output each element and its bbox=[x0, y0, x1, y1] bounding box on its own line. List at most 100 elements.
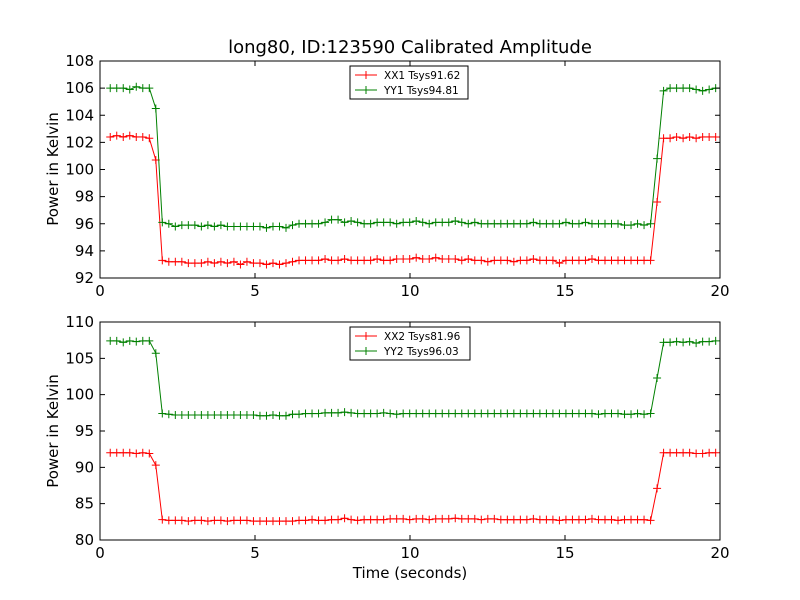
bottom-y-tick-label: 100 bbox=[65, 386, 94, 404]
bottom-data-point bbox=[418, 514, 427, 523]
bottom-y-tick-label: 80 bbox=[75, 531, 94, 549]
top-data-point bbox=[366, 219, 375, 228]
top-data-point bbox=[692, 134, 701, 143]
bottom-data-point bbox=[548, 515, 557, 524]
bottom-data-point bbox=[581, 515, 590, 524]
bottom-chart-plot-area: 0 5 10 15 20 80 85 90 95 100 105 110 XX2 Tsys81.96 YY… bbox=[65, 313, 729, 562]
top-data-point bbox=[314, 219, 323, 228]
top-y-tick-label: 94 bbox=[75, 242, 94, 260]
top-data-point bbox=[431, 253, 440, 262]
bottom-data-point bbox=[340, 408, 349, 417]
top-data-point bbox=[659, 86, 668, 95]
top-data-point bbox=[125, 85, 134, 94]
top-data-point bbox=[340, 255, 349, 264]
top-data-point bbox=[587, 255, 596, 264]
top-data-point bbox=[210, 222, 219, 231]
top-data-point bbox=[282, 259, 290, 268]
bottom-data-point bbox=[119, 338, 128, 347]
top-data-point bbox=[685, 132, 694, 141]
top-data-point bbox=[288, 221, 297, 230]
top-data-point bbox=[464, 219, 473, 228]
top-data-point bbox=[158, 218, 167, 227]
bottom-data-point bbox=[594, 410, 603, 419]
top-data-point bbox=[190, 221, 199, 230]
top-data-point bbox=[197, 259, 206, 268]
bottom-data-point bbox=[607, 515, 616, 524]
top-data-point bbox=[353, 218, 362, 227]
bottom-x-tick-label: 0 bbox=[95, 544, 105, 562]
bottom-y-tick-label: 85 bbox=[75, 495, 94, 513]
top-data-point bbox=[334, 256, 343, 265]
top-data-point bbox=[321, 218, 330, 227]
top-data-point bbox=[555, 219, 564, 228]
bottom-data-point bbox=[477, 515, 486, 524]
top-data-point bbox=[418, 218, 427, 227]
top-data-point bbox=[451, 255, 460, 264]
top-data-point bbox=[119, 84, 128, 93]
top-data-point bbox=[275, 222, 284, 231]
bottom-data-point bbox=[522, 515, 531, 524]
bottom-data-point bbox=[177, 516, 186, 525]
bottom-x-tick-label: 20 bbox=[710, 544, 729, 562]
bottom-data-point bbox=[640, 515, 649, 524]
top-data-point bbox=[138, 132, 147, 141]
bottom-data-point bbox=[132, 449, 141, 458]
bottom-data-point bbox=[698, 449, 707, 458]
top-data-point bbox=[112, 131, 121, 140]
top-data-point bbox=[203, 257, 212, 266]
top-data-point bbox=[255, 222, 264, 231]
bottom-data-point bbox=[301, 516, 310, 525]
top-data-point bbox=[405, 255, 414, 264]
bottom-data-point bbox=[288, 517, 297, 526]
top-data-point bbox=[106, 132, 115, 141]
top-chart-ylabel: Power in Kelvin bbox=[44, 112, 62, 226]
top-data-point bbox=[574, 219, 583, 228]
top-y-tick-label: 102 bbox=[65, 133, 94, 151]
top-data-point bbox=[386, 256, 395, 265]
top-data-point bbox=[555, 259, 564, 268]
top-data-point bbox=[483, 257, 492, 266]
top-data-point bbox=[386, 218, 395, 227]
top-data-point bbox=[614, 219, 623, 228]
bottom-data-point bbox=[158, 409, 167, 418]
bottom-data-point bbox=[268, 411, 277, 420]
bottom-data-point bbox=[145, 449, 154, 458]
bottom-data-point bbox=[321, 516, 330, 525]
top-data-point bbox=[392, 219, 401, 228]
top-data-point bbox=[646, 219, 655, 228]
bottom-data-point bbox=[223, 517, 232, 526]
top-data-point bbox=[646, 256, 655, 265]
top-data-point bbox=[457, 218, 466, 227]
bottom-data-point bbox=[125, 448, 134, 457]
top-data-point bbox=[633, 219, 642, 228]
top-y-tick-label: 98 bbox=[75, 188, 94, 206]
bottom-data-point bbox=[308, 515, 317, 524]
bottom-data-point bbox=[340, 514, 349, 523]
top-legend-swatch bbox=[355, 71, 377, 79]
top-data-point bbox=[653, 154, 662, 163]
top-data-point bbox=[444, 218, 453, 227]
bottom-data-point bbox=[679, 338, 688, 347]
bottom-y-tick-label: 105 bbox=[65, 349, 94, 367]
bottom-data-point bbox=[672, 337, 681, 346]
bottom-data-point bbox=[151, 349, 160, 358]
bottom-data-point bbox=[151, 461, 160, 470]
bottom-y-tick-label: 90 bbox=[75, 458, 94, 476]
top-legend-label: XX1 Tsys91.62 bbox=[384, 70, 460, 82]
bottom-data-point bbox=[314, 409, 323, 418]
top-data-point bbox=[223, 259, 232, 268]
bottom-data-point bbox=[470, 514, 479, 523]
top-data-point bbox=[132, 82, 141, 91]
bottom-data-point bbox=[347, 408, 356, 417]
top-data-point bbox=[177, 257, 186, 266]
top-data-point bbox=[282, 223, 290, 232]
bottom-data-point bbox=[711, 336, 720, 345]
top-data-point bbox=[203, 221, 212, 230]
top-data-point bbox=[373, 255, 382, 264]
top-data-point bbox=[509, 257, 518, 266]
bottom-y-tick-label: 95 bbox=[75, 422, 94, 440]
top-data-point bbox=[197, 222, 206, 231]
top-data-point bbox=[425, 255, 434, 264]
top-data-point bbox=[151, 104, 160, 113]
top-data-point bbox=[145, 84, 154, 93]
